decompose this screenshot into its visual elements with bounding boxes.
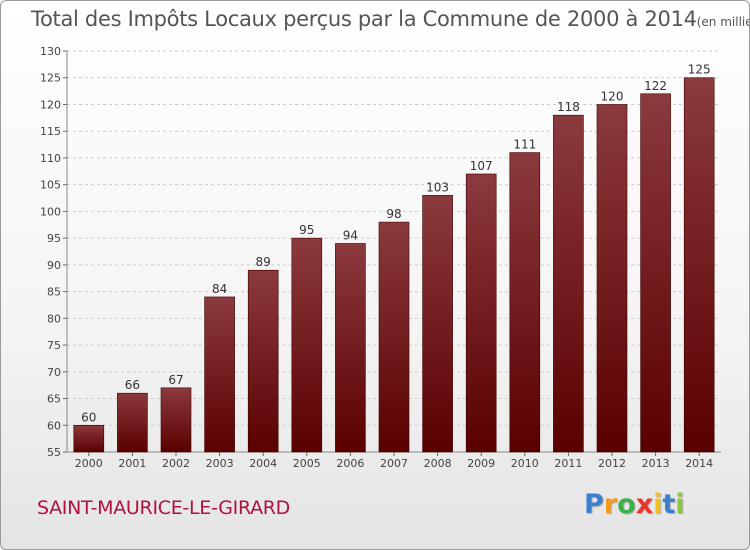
y-tick-label: 130 — [40, 45, 61, 58]
x-tick-label: 2006 — [336, 457, 364, 470]
x-tick-label: 2012 — [598, 457, 626, 470]
bar — [553, 114, 584, 453]
bar-value-label: 118 — [557, 100, 580, 114]
chart-title-main: Total des Impôts Locaux perçus par la Co… — [31, 7, 697, 31]
y-tick-label: 60 — [47, 419, 61, 432]
x-tick-label: 2010 — [511, 457, 539, 470]
y-tick-label: 55 — [47, 446, 61, 459]
x-tick-label: 2008 — [424, 457, 452, 470]
bar — [291, 237, 323, 453]
logo-letter: t — [662, 489, 676, 520]
chart-title: Total des Impôts Locaux perçus par la Co… — [31, 7, 749, 31]
bar — [422, 195, 453, 453]
bar-value-label: 107 — [470, 159, 493, 173]
bar-value-label: 66 — [125, 378, 140, 392]
bar — [465, 173, 497, 453]
bar-value-label: 98 — [386, 207, 401, 221]
logo-letter: i — [653, 489, 663, 520]
x-tick-label: 2011 — [554, 457, 582, 470]
logo-letter: i — [675, 489, 685, 520]
bar-value-label: 122 — [644, 79, 667, 93]
bar-value-label: 84 — [212, 282, 227, 296]
bar — [640, 93, 671, 453]
y-tick-label: 75 — [47, 339, 61, 352]
logo-letter: o — [617, 489, 636, 520]
x-tick-label: 2005 — [293, 457, 321, 470]
x-tick-label: 2001 — [118, 457, 146, 470]
x-tick-label: 2009 — [467, 457, 495, 470]
x-tick-label: 2002 — [162, 457, 190, 470]
x-tick-label: 2004 — [249, 457, 277, 470]
chart-title-unit: (en milliers d'€) — [696, 15, 749, 29]
y-tick-label: 70 — [47, 366, 61, 379]
bar — [160, 387, 192, 453]
logo-letter: P — [584, 489, 604, 520]
bar — [683, 77, 715, 453]
logo-letter: x — [635, 489, 654, 520]
bar-value-label: 94 — [343, 228, 358, 242]
bar — [73, 424, 105, 453]
bar — [117, 392, 148, 453]
y-tick-label: 125 — [40, 72, 61, 85]
x-tick-label: 2000 — [75, 457, 103, 470]
bar — [509, 152, 541, 453]
y-tick-label: 105 — [40, 179, 61, 192]
bar-value-label: 60 — [81, 410, 96, 424]
x-tick-label: 2014 — [685, 457, 713, 470]
y-tick-label: 95 — [47, 232, 61, 245]
bar-value-label: 111 — [513, 138, 536, 152]
proxiti-logo[interactable]: Proxiti — [584, 489, 685, 520]
bar-value-label: 120 — [601, 89, 624, 103]
bar-value-label: 89 — [256, 255, 271, 269]
bar — [335, 243, 366, 453]
bar-value-label: 67 — [168, 373, 183, 387]
bar-value-label: 95 — [299, 223, 314, 237]
bar — [247, 269, 279, 453]
y-tick-label: 120 — [40, 98, 61, 111]
y-tick-label: 100 — [40, 205, 61, 218]
logo-letter: r — [603, 489, 618, 520]
y-tick-label: 110 — [40, 152, 61, 165]
y-tick-label: 65 — [47, 393, 61, 406]
bar — [378, 221, 410, 453]
commune-name: SAINT-MAURICE-LE-GIRARD — [37, 497, 291, 519]
y-tick-label: 85 — [47, 286, 61, 299]
x-tick-label: 2013 — [642, 457, 670, 470]
x-tick-label: 2003 — [206, 457, 234, 470]
bar-value-label: 103 — [426, 180, 449, 194]
x-tick-label: 2007 — [380, 457, 408, 470]
bar-value-label: 125 — [688, 63, 711, 77]
y-tick-label: 115 — [40, 125, 61, 138]
y-tick-label: 90 — [47, 259, 61, 272]
y-tick-label: 80 — [47, 312, 61, 325]
bar — [596, 104, 628, 453]
bar — [204, 296, 235, 453]
